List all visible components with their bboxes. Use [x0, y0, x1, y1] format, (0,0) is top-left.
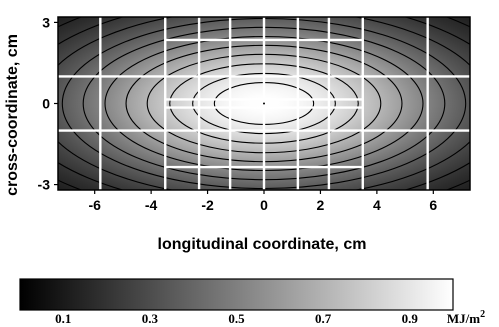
- x-tick-label-6: 6: [429, 197, 437, 213]
- x-tick-label-3: 0: [260, 197, 268, 213]
- colorbar-unit: MJ/m2: [447, 309, 485, 326]
- x-axis-label: longitudinal coordinate, cm: [158, 236, 367, 253]
- y-axis: -3 0 3: [38, 14, 58, 193]
- y-axis-label: cross-coordinate, cm: [4, 34, 21, 196]
- y-tick-label-1: 0: [42, 96, 50, 112]
- colorbar-bar: [19, 278, 454, 311]
- colorbar-tick-label-3: 0.7: [315, 311, 332, 326]
- x-axis: -6 -4 -2 0 2 4 6: [88, 190, 437, 213]
- y-tick-label-0: -3: [38, 177, 51, 193]
- colorbar: 0.1 0.3 0.5 0.7 0.9 MJ/m2: [19, 278, 485, 326]
- colorbar-tick-label-2: 0.5: [228, 311, 245, 326]
- colorbar-tick-label-0: 0.1: [55, 311, 71, 326]
- x-tick-label-1: -4: [145, 197, 158, 213]
- colorbar-tick-label-1: 0.3: [142, 311, 159, 326]
- y-tick-label-2: 3: [42, 14, 50, 30]
- colorbar-ticks: 0.1 0.3 0.5 0.7 0.9: [55, 311, 418, 326]
- x-tick-label-0: -6: [88, 197, 101, 213]
- x-tick-label-2: -2: [201, 197, 214, 213]
- plot-area: [57, 16, 471, 191]
- x-tick-label-4: 2: [317, 197, 325, 213]
- x-tick-label-5: 4: [373, 197, 381, 213]
- center-point: [263, 102, 265, 105]
- colorbar-tick-label-4: 0.9: [402, 311, 419, 326]
